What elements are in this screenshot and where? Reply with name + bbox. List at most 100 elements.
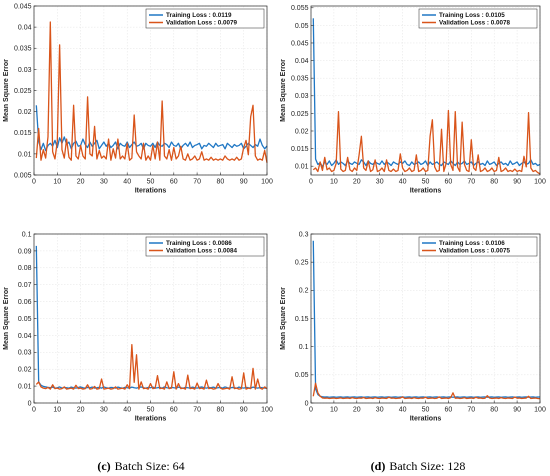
- y-tick-label: 0.06: [18, 299, 32, 306]
- caption-d: (d) Batch Size: 128: [371, 459, 466, 473]
- y-tick-label: 0.05: [295, 372, 309, 379]
- x-tick-label: 50: [422, 179, 430, 186]
- x-tick-label: 80: [217, 179, 225, 186]
- legend-entry-validation: Validation Loss : 0.0078: [439, 20, 511, 27]
- panel-a: 0 10 20 30 40 50 60 70 80 90 100 0.005 0.01 0.015 0.02…: [3, 3, 273, 245]
- x-tick-label: 50: [147, 407, 155, 414]
- y-tick-label: 0.01: [18, 384, 32, 391]
- legend-entry-validation: Validation Loss : 0.0084: [166, 248, 238, 255]
- x-tick-label: 100: [261, 407, 273, 414]
- x-axis-label: Iterations: [410, 188, 442, 195]
- legend-box: [145, 8, 265, 29]
- y-tick-label: 0.045: [291, 40, 309, 47]
- chart-a: 0 10 20 30 40 50 60 70 80 90 100 0.005 0.01 0.015 0.02…: [3, 3, 273, 194]
- x-tick-label: 30: [376, 407, 384, 414]
- y-tick-label: 0.01: [295, 164, 309, 171]
- y-tick-label: 0.04: [18, 25, 32, 32]
- y-tick-label: 0.03: [18, 67, 32, 74]
- y-tick-label: 0.02: [18, 367, 32, 374]
- x-tick-label: 40: [399, 407, 407, 414]
- caption-c-text: Batch Size: 64: [115, 459, 185, 473]
- x-tick-label: 20: [353, 179, 361, 186]
- x-tick-label: 50: [422, 407, 430, 414]
- legend-entry-training: Training Loss : 0.0086: [166, 240, 232, 247]
- x-tick-label: 0: [309, 407, 313, 414]
- y-tick-label: 0.03: [295, 93, 309, 100]
- y-tick-label: 0.09: [18, 248, 32, 255]
- y-tick-label: 0.025: [14, 88, 32, 95]
- y-tick-label: 0.015: [14, 130, 32, 137]
- caption-c-letter: (c): [97, 459, 110, 473]
- x-tick-label: 10: [330, 179, 338, 186]
- x-tick-label: 20: [77, 179, 85, 186]
- x-tick-label: 0: [32, 179, 36, 186]
- x-tick-label: 70: [467, 179, 475, 186]
- x-tick-label: 80: [490, 407, 498, 414]
- x-tick-label: 10: [53, 179, 61, 186]
- series-line-training: [312, 18, 541, 168]
- x-tick-label: 100: [534, 179, 546, 186]
- y-tick-label: 0.02: [18, 109, 32, 116]
- x-tick-label: 40: [123, 407, 131, 414]
- x-tick-label: 30: [100, 179, 108, 186]
- y-tick-label: 0.2: [299, 288, 309, 295]
- panel-b: 0 10 20 30 40 50 60 70 80 90 100 0.01 0.015 0.02 0.025…: [280, 5, 546, 245]
- x-tick-label: 90: [513, 179, 521, 186]
- y-tick-label: 0.1: [299, 344, 309, 351]
- y-tick-label: 0.045: [14, 3, 32, 10]
- x-tick-label: 0: [32, 407, 36, 414]
- series-line-validation: [312, 382, 541, 400]
- caption-c: (c) Batch Size: 64: [97, 459, 184, 473]
- series-line-validation: [312, 109, 541, 175]
- y-tick-label: 0: [305, 400, 309, 407]
- panel-d: 0 10 20 30 40 50 60 70 80 90 100 0 0.05 0.1 0.15 0.2 0.2…: [280, 231, 546, 473]
- x-tick-label: 90: [240, 179, 248, 186]
- chart-b: 0 10 20 30 40 50 60 70 80 90 100 0.01 0.015 0.02 0.025…: [280, 5, 546, 194]
- chart-c: 0 10 20 30 40 50 60 70 80 90 100 0 0.01 0.02 0.03 0.04 0…: [3, 231, 273, 422]
- legend-box: [418, 236, 538, 257]
- x-axis-label: Iterations: [135, 416, 167, 423]
- y-axis-label: Mean Square Error: [3, 287, 10, 350]
- y-tick-label: 0.015: [291, 146, 309, 153]
- x-tick-label: 60: [445, 407, 453, 414]
- x-tick-label: 70: [193, 179, 201, 186]
- x-tick-label: 50: [147, 179, 155, 186]
- legend-entry-training: Training Loss : 0.0106: [439, 240, 505, 247]
- y-tick-label: 0.035: [14, 46, 32, 53]
- y-tick-label: 0.25: [295, 260, 309, 267]
- y-tick-label: 0.01: [18, 151, 32, 158]
- x-tick-label: 90: [240, 407, 248, 414]
- x-tick-label: 90: [513, 407, 521, 414]
- x-tick-label: 70: [467, 407, 475, 414]
- x-tick-label: 0: [309, 179, 313, 186]
- y-tick-label: 0.055: [291, 5, 309, 12]
- x-axis-label: Iterations: [135, 188, 167, 195]
- y-tick-label: 0.025: [291, 111, 309, 118]
- legend-entry-training: Training Loss : 0.0105: [439, 12, 505, 19]
- x-tick-label: 80: [217, 407, 225, 414]
- y-tick-label: 0.3: [299, 231, 309, 238]
- legend-box: [145, 236, 265, 257]
- y-tick-label: 0.07: [18, 282, 32, 289]
- y-axis-label: Mean Square Error: [3, 59, 10, 122]
- chart-d: 0 10 20 30 40 50 60 70 80 90 100 0 0.05 0.1 0.15 0.2 0.2…: [280, 231, 546, 422]
- caption-d-text: Batch Size: 128: [389, 459, 465, 473]
- series-line-validation: [35, 344, 268, 390]
- x-tick-label: 30: [376, 179, 384, 186]
- y-tick-label: 0.05: [295, 23, 309, 30]
- y-tick-label: 0.08: [18, 265, 32, 272]
- x-tick-label: 40: [399, 179, 407, 186]
- x-axis-label: Iterations: [410, 416, 442, 423]
- y-axis-label: Mean Square Error: [280, 59, 287, 122]
- y-tick-label: 0.005: [14, 172, 32, 179]
- y-tick-label: 0: [28, 400, 32, 407]
- x-tick-label: 20: [77, 407, 85, 414]
- y-tick-label: 0.15: [295, 316, 309, 323]
- y-tick-label: 0.02: [295, 128, 309, 135]
- legend-box: [418, 8, 538, 29]
- y-tick-label: 0.1: [22, 231, 32, 238]
- x-tick-label: 20: [353, 407, 361, 414]
